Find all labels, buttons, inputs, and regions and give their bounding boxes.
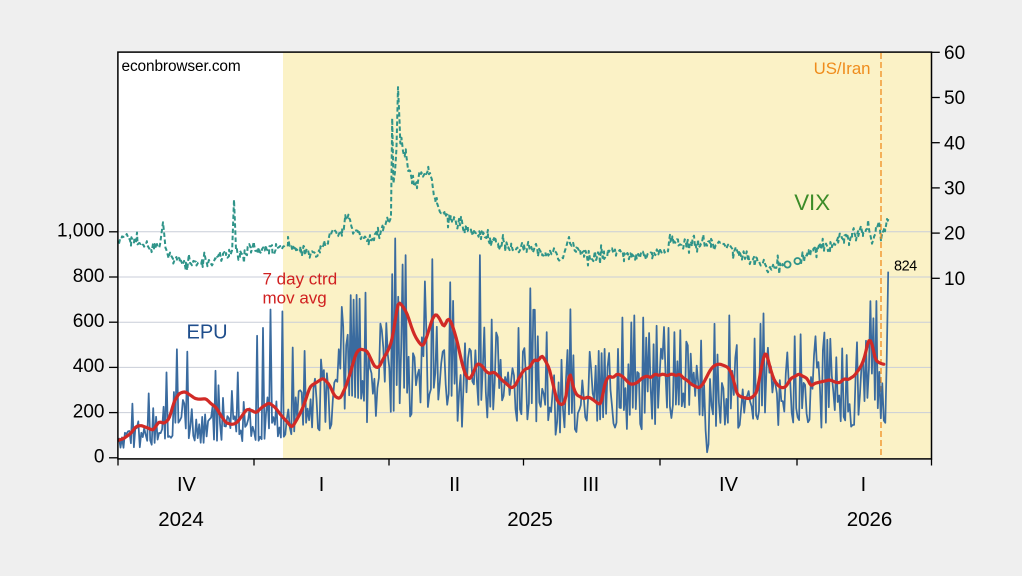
svg-text:I: I bbox=[861, 474, 867, 496]
svg-text:2025: 2025 bbox=[507, 508, 553, 531]
svg-text:IV: IV bbox=[177, 474, 197, 496]
svg-text:200: 200 bbox=[73, 401, 105, 422]
svg-text:I: I bbox=[319, 474, 325, 496]
svg-text:2026: 2026 bbox=[847, 508, 893, 531]
svg-text:10: 10 bbox=[944, 269, 965, 290]
svg-text:60: 60 bbox=[944, 43, 965, 64]
svg-text:800: 800 bbox=[73, 266, 105, 287]
svg-text:IV: IV bbox=[719, 474, 739, 496]
svg-text:20: 20 bbox=[944, 224, 965, 245]
svg-text:VIX: VIX bbox=[794, 190, 830, 215]
svg-text:30: 30 bbox=[944, 179, 965, 200]
svg-text:econbrowser.com: econbrowser.com bbox=[122, 58, 241, 75]
svg-text:II: II bbox=[449, 474, 460, 496]
svg-text:40: 40 bbox=[944, 133, 965, 154]
svg-text:2024: 2024 bbox=[158, 508, 204, 531]
svg-text:mov avg: mov avg bbox=[263, 289, 327, 308]
svg-text:400: 400 bbox=[73, 356, 105, 377]
svg-text:0: 0 bbox=[94, 447, 105, 468]
svg-text:III: III bbox=[582, 474, 599, 496]
svg-text:US/Iran: US/Iran bbox=[814, 59, 871, 78]
svg-text:600: 600 bbox=[73, 311, 105, 332]
svg-text:7 day ctrd: 7 day ctrd bbox=[263, 270, 338, 289]
svg-text:824: 824 bbox=[894, 259, 917, 275]
svg-text:EPU: EPU bbox=[187, 322, 228, 344]
svg-text:50: 50 bbox=[944, 88, 965, 109]
svg-text:1,000: 1,000 bbox=[57, 221, 105, 242]
